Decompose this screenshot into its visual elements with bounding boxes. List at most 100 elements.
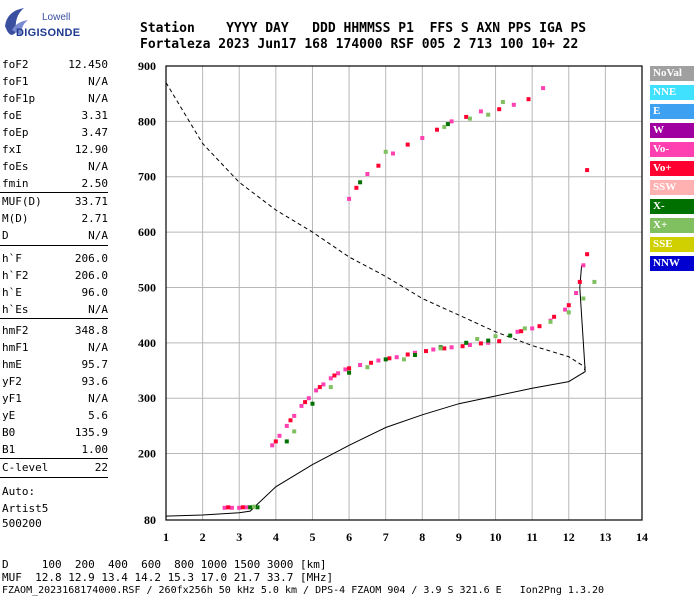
param-row: foF2 12.450 bbox=[2, 58, 108, 71]
param-name: h`F2 bbox=[2, 269, 29, 282]
x-tick-label: 1 bbox=[163, 530, 169, 544]
param-value: 135.9 bbox=[74, 426, 108, 439]
echo-point-vominus bbox=[314, 388, 319, 393]
param-name: B1 bbox=[2, 443, 16, 456]
echo-point-xplus bbox=[493, 334, 498, 339]
param-value: 33.71 bbox=[74, 195, 108, 208]
param-value: 93.6 bbox=[81, 375, 109, 388]
echo-point-xminus bbox=[413, 353, 417, 357]
param-row: D N/A bbox=[2, 229, 108, 242]
echo-point-voplus bbox=[537, 324, 542, 329]
digisonde-logo: Lowell DIGISONDE bbox=[2, 6, 80, 46]
legend-item-nnw: NNW bbox=[650, 256, 694, 271]
echo-point-voplus bbox=[497, 107, 502, 112]
param-row: hmF1 N/A bbox=[2, 341, 108, 354]
divider bbox=[0, 458, 108, 459]
param-value: N/A bbox=[88, 341, 108, 354]
param-value: N/A bbox=[88, 303, 108, 316]
param-value: 12.450 bbox=[68, 58, 108, 71]
echo-point-voplus bbox=[424, 349, 428, 354]
param-row: yF1 N/A bbox=[2, 392, 108, 405]
param-value: N/A bbox=[88, 75, 108, 88]
echo-point-xplus bbox=[566, 310, 571, 315]
echo-point-vominus bbox=[321, 382, 326, 387]
param-value: 2.71 bbox=[81, 212, 109, 225]
x-tick-label: 14 bbox=[636, 530, 648, 544]
param-name: M(D) bbox=[2, 212, 29, 225]
param-value: N/A bbox=[88, 392, 108, 405]
profile-curve-dashed bbox=[165, 82, 586, 374]
echo-point-xminus bbox=[284, 439, 289, 444]
echo-point-vominus bbox=[574, 291, 579, 295]
echo-point-xplus bbox=[365, 365, 370, 370]
logo-graphic bbox=[5, 8, 28, 36]
distance-row: D 100 200 400 600 800 1000 1500 3000 [km… bbox=[2, 558, 327, 571]
param-name: foEp bbox=[2, 126, 29, 139]
echo-point-vominus bbox=[515, 329, 520, 334]
param-name: B0 bbox=[2, 426, 16, 439]
x-tick-label: 8 bbox=[419, 530, 425, 544]
echo-point-vominus bbox=[376, 358, 381, 363]
echo-point-xplus bbox=[442, 124, 447, 129]
profile-curve-solid bbox=[165, 265, 586, 517]
echo-point-xplus bbox=[581, 296, 586, 301]
param-row: MUF(D) 33.71 bbox=[2, 195, 108, 208]
echo-point-vominus bbox=[237, 505, 242, 510]
echo-point-xminus bbox=[310, 401, 315, 406]
echo-point-voplus bbox=[405, 352, 410, 357]
echo-point-voplus bbox=[464, 114, 469, 119]
echo-point-vominus bbox=[336, 371, 341, 376]
echo-point-vominus bbox=[347, 196, 352, 201]
param-row: hmF2 348.8 bbox=[2, 324, 108, 337]
echo-point-vominus bbox=[328, 376, 333, 381]
echo-point-vominus bbox=[270, 443, 275, 448]
param-row: foEs N/A bbox=[2, 160, 108, 173]
header-columns: Station YYYY DAY DDD HHMMSS P1 FFS S AXN… bbox=[140, 21, 587, 36]
divider bbox=[0, 318, 108, 319]
param-value: N/A bbox=[88, 160, 108, 173]
legend-item-x-minus: X- bbox=[650, 199, 694, 214]
param-name: h`F bbox=[2, 252, 22, 265]
auto-version: 500200 bbox=[2, 517, 42, 530]
param-row: fxI 12.90 bbox=[2, 143, 108, 156]
x-tick-label: 5 bbox=[309, 530, 315, 544]
param-value: 348.8 bbox=[74, 324, 108, 337]
y-tick-label: 800 bbox=[138, 114, 156, 128]
divider bbox=[0, 192, 108, 193]
param-row: h`Es N/A bbox=[2, 303, 108, 316]
param-row: h`E 96.0 bbox=[2, 286, 108, 299]
echo-point-xplus bbox=[328, 385, 333, 390]
param-name: yF1 bbox=[2, 392, 22, 405]
echo-point-xplus bbox=[486, 112, 491, 117]
param-row: h`F 206.0 bbox=[2, 252, 108, 265]
echo-point-voplus bbox=[354, 185, 359, 190]
echo-point-vominus bbox=[563, 307, 568, 312]
param-row: h`F2 206.0 bbox=[2, 269, 108, 282]
echo-point-vominus bbox=[394, 355, 399, 360]
param-row: yF2 93.6 bbox=[2, 375, 108, 388]
param-value: N/A bbox=[88, 229, 108, 242]
echo-point-xminus bbox=[445, 122, 450, 127]
y-tick-label: 300 bbox=[138, 391, 156, 405]
param-row: B0 135.9 bbox=[2, 426, 108, 439]
echo-point-xplus bbox=[292, 429, 297, 434]
echo-point-voplus bbox=[460, 344, 465, 349]
echo-point-xminus bbox=[248, 505, 253, 510]
param-value: 2.50 bbox=[81, 177, 109, 190]
echo-point-voplus bbox=[332, 373, 337, 378]
echo-point-xminus bbox=[464, 340, 469, 345]
echo-point-vominus bbox=[391, 151, 395, 156]
echo-point-voplus bbox=[288, 418, 293, 423]
echo-point-vominus bbox=[486, 340, 491, 345]
y-tick-label: 900 bbox=[138, 59, 156, 73]
echo-point-vominus bbox=[478, 109, 483, 114]
echo-point-vominus bbox=[511, 102, 516, 107]
divider bbox=[0, 477, 108, 478]
param-name: hmF2 bbox=[2, 324, 29, 337]
header-values: Fortaleza 2023 Jun17 168 174000 RSF 005 … bbox=[140, 37, 579, 52]
echo-point-vominus bbox=[413, 350, 417, 355]
param-value: 206.0 bbox=[74, 252, 108, 265]
logo-text-lowell: Lowell bbox=[42, 12, 71, 23]
muf-row: MUF 12.8 12.9 13.4 14.2 15.3 17.0 21.7 3… bbox=[2, 571, 334, 584]
